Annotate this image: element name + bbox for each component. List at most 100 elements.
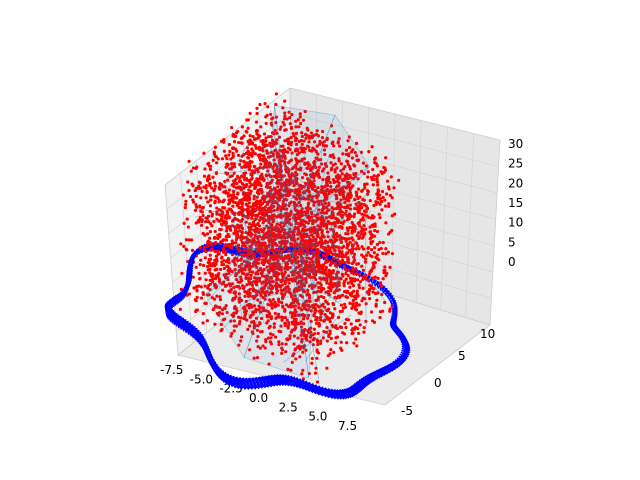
cloud-point [197,186,201,190]
quiver-arrow [391,312,396,317]
cloud-point [362,203,366,207]
cloud-point [179,242,183,246]
cloud-point [378,197,382,201]
cloud-point [302,139,306,143]
cloud-point [217,252,221,256]
quiver-arrow [399,338,406,344]
cloud-point [343,206,348,210]
cloud-point [325,259,329,263]
quiver-arrow [390,317,395,322]
cloud-point [332,350,336,354]
cloud-point [201,292,206,296]
cloud-point [346,244,350,248]
cloud-point [327,316,331,321]
cloud-point [227,153,231,157]
cloud-point [373,161,377,165]
cloud-point [253,324,257,328]
cloud-point [350,294,354,298]
quiver-arrow [401,345,409,351]
y-tick-label: 0 [434,376,442,390]
cloud-point [208,204,213,208]
cloud-point [230,313,234,317]
cloud-point [290,151,294,155]
cloud-point [372,157,377,161]
cloud-point [322,329,326,334]
cloud-point [361,277,365,282]
cloud-point [189,169,193,173]
quiver-arrow [387,292,392,298]
cloud-point [357,286,362,290]
cloud-point [230,174,234,178]
cloud-point [322,167,326,171]
cloud-point [222,149,226,153]
cloud-point [372,286,376,291]
cloud-point [188,194,193,199]
quiver-arrow [390,318,395,323]
cloud-point [255,177,259,181]
cloud-point [385,192,389,196]
cloud-point [331,252,335,256]
cloud-point [262,227,266,231]
cloud-point [375,177,379,182]
cloud-point [344,325,348,330]
cloud-point [361,286,365,290]
quiver-arrow [383,287,388,293]
cloud-point [271,352,275,356]
cloud-point [259,293,263,298]
cloud-point [283,99,287,103]
cloud-point [313,332,317,336]
cloud-point [234,228,238,233]
cloud-point [229,228,233,232]
cloud-point [357,273,361,277]
cloud-point [199,258,203,262]
cloud-point [213,201,217,205]
cloud-point [383,198,387,202]
cloud-point [312,163,317,167]
cloud-point [332,282,336,287]
cloud-point [360,232,364,236]
cloud-point [255,111,259,116]
cloud-point [257,256,261,260]
cloud-point [384,252,388,256]
cloud-point [207,174,211,178]
cloud-point [346,232,350,236]
quiver-arrow [385,289,390,295]
cloud-point [207,177,211,181]
cloud-point [250,213,254,218]
quiver-arrow [381,289,385,294]
quiver-arrow [391,310,396,315]
cloud-point [267,135,271,139]
cloud-point [255,132,259,136]
cloud-point [348,240,352,244]
cloud-point [360,212,364,216]
cloud-point [248,222,252,226]
cloud-point [388,230,392,234]
cloud-point [384,247,388,251]
cloud-point [361,247,366,251]
cloud-point [219,322,223,327]
cloud-point [358,224,362,228]
cloud-point [248,348,252,352]
cloud-point [331,303,336,307]
cloud-point [222,138,226,143]
cloud-point [255,328,260,332]
cloud-point [264,339,268,344]
cloud-point [215,217,219,221]
cloud-point [366,250,370,255]
cloud-point [213,276,218,281]
cloud-point [205,190,209,195]
cloud-point [347,318,351,322]
cloud-point [202,185,206,189]
cloud-point [255,106,259,110]
cloud-point [224,154,228,158]
grid-line [290,138,498,194]
cloud-point [340,348,344,352]
cloud-point [232,139,237,144]
cloud-point [378,315,382,320]
cloud-point [238,185,242,189]
cloud-point [334,341,338,345]
cloud-point [229,334,233,338]
cloud-point [384,221,388,225]
cloud-point [205,319,209,323]
cloud-point [335,220,339,224]
